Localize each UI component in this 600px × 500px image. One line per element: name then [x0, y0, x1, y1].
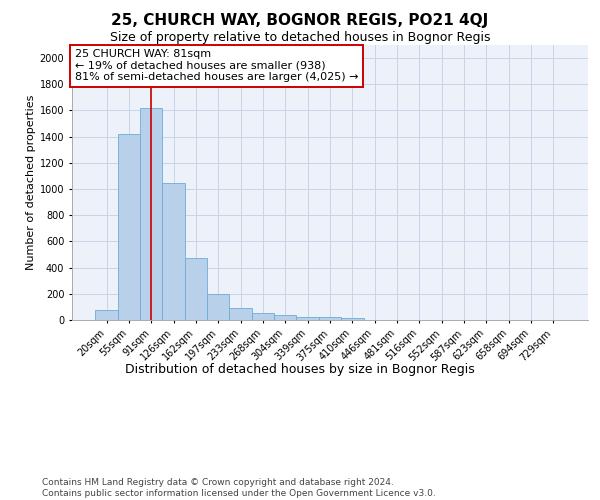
- Bar: [163, 182, 185, 320]
- Bar: [118, 134, 140, 320]
- Text: 25, CHURCH WAY, BOGNOR REGIS, PO21 4QJ: 25, CHURCH WAY, BOGNOR REGIS, PO21 4QJ: [112, 12, 488, 28]
- Bar: [185, 258, 207, 320]
- Bar: [252, 314, 274, 320]
- Bar: [319, 318, 341, 320]
- Bar: [229, 308, 252, 320]
- Bar: [207, 294, 229, 320]
- Y-axis label: Number of detached properties: Number of detached properties: [26, 95, 35, 270]
- Bar: [341, 318, 364, 320]
- Text: Contains HM Land Registry data © Crown copyright and database right 2024.
Contai: Contains HM Land Registry data © Crown c…: [42, 478, 436, 498]
- Bar: [274, 316, 296, 320]
- Text: 25 CHURCH WAY: 81sqm
← 19% of detached houses are smaller (938)
81% of semi-deta: 25 CHURCH WAY: 81sqm ← 19% of detached h…: [74, 49, 358, 82]
- Bar: [296, 316, 319, 320]
- Bar: [140, 108, 163, 320]
- Text: Distribution of detached houses by size in Bognor Regis: Distribution of detached houses by size …: [125, 362, 475, 376]
- Text: Size of property relative to detached houses in Bognor Regis: Size of property relative to detached ho…: [110, 31, 490, 44]
- Bar: [95, 310, 118, 320]
